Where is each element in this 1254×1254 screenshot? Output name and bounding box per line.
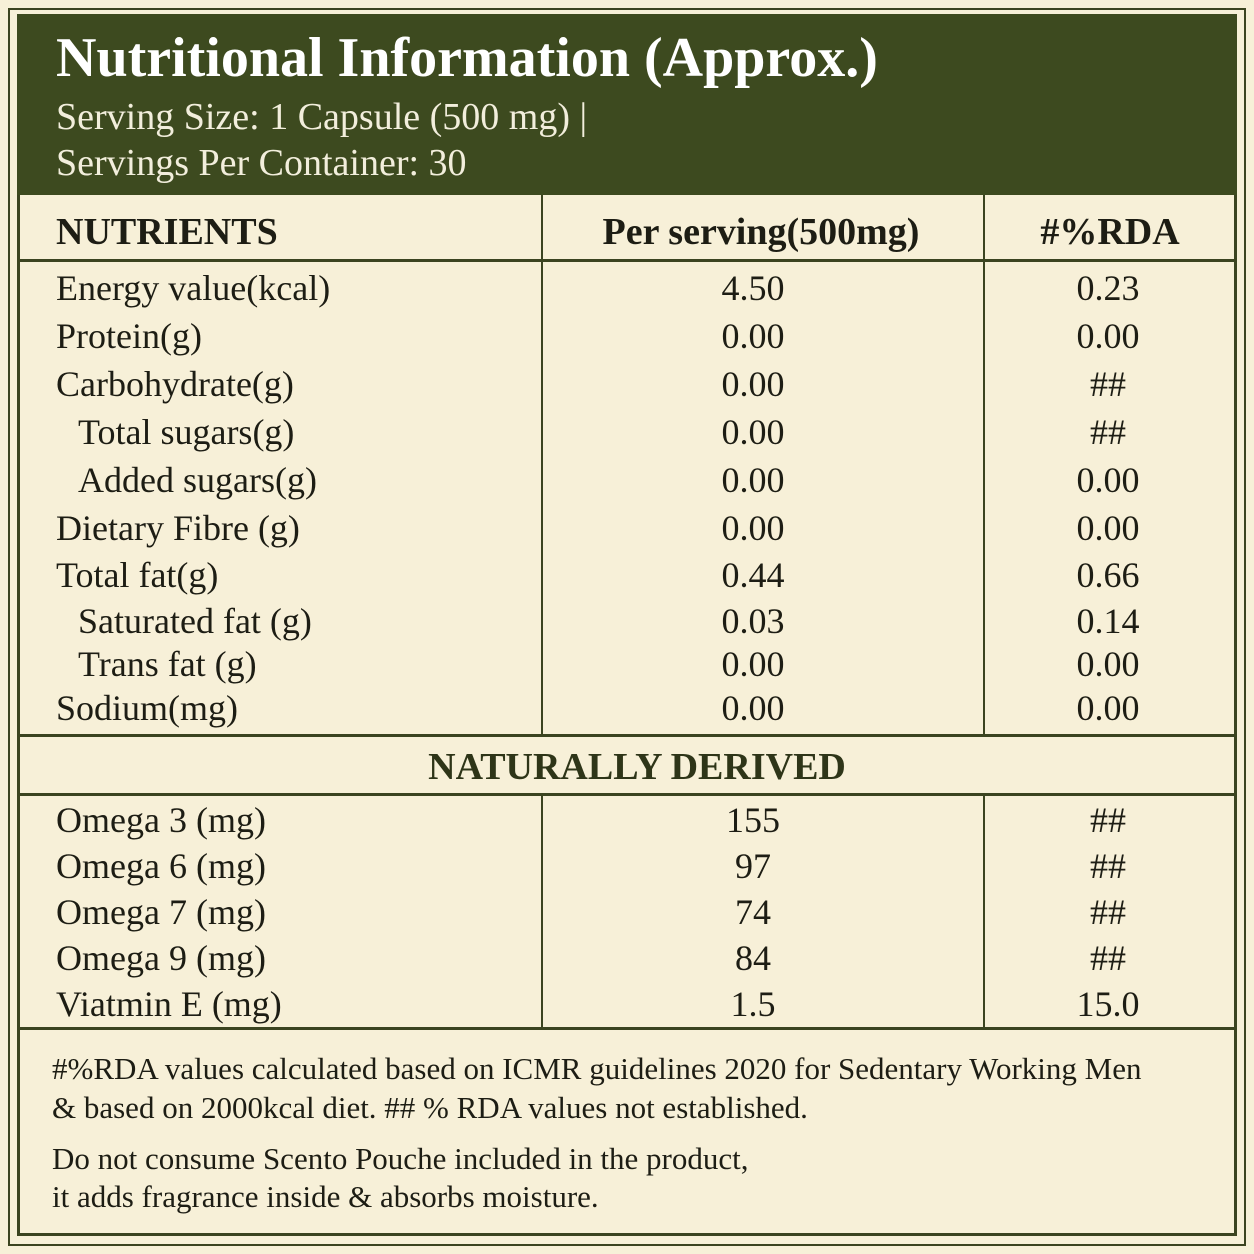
per-serving: 0.03	[721, 601, 785, 641]
rda: 0.00	[1076, 460, 1140, 500]
nutrient-name: Energy value(kcal)	[56, 268, 331, 308]
rule	[17, 1027, 1237, 1030]
nutrient-name: Omega 6 (mg)	[56, 846, 266, 886]
outer-border	[8, 8, 1246, 1246]
per-serving: 4.50	[721, 268, 785, 308]
col-divider	[983, 195, 985, 735]
rda: ##	[1090, 364, 1126, 404]
warning: Do not consume Scento Pouche included in…	[52, 1141, 749, 1176]
per-serving: 97	[735, 846, 771, 886]
rule	[17, 734, 1237, 737]
per-serving: 0.44	[721, 555, 785, 595]
servings-per-container: Servings Per Container: 30	[56, 142, 467, 184]
rda: ##	[1090, 892, 1126, 932]
nutrient-name: Total fat(g)	[56, 555, 219, 595]
per-serving: 0.00	[721, 644, 785, 684]
per-serving: 0.00	[721, 364, 785, 404]
col-divider	[983, 795, 985, 1028]
nutrient-name: Sodium(mg)	[56, 688, 239, 728]
per-serving: 0.00	[721, 316, 785, 356]
section-title: NATURALLY DERIVED	[428, 746, 846, 788]
nutrient-name: Dietary Fibre (g)	[56, 508, 300, 548]
rda: ##	[1090, 938, 1126, 978]
rda: ##	[1090, 412, 1126, 452]
nutrient-name: Carbohydrate(g)	[56, 364, 294, 404]
rda: 0.00	[1076, 508, 1140, 548]
col-divider	[541, 795, 543, 1028]
serving-size: Serving Size: 1 Capsule (500 mg) |	[56, 96, 588, 138]
nutrient-name: Omega 9 (mg)	[56, 938, 266, 978]
rda: 0.00	[1076, 316, 1140, 356]
rda: 0.66	[1076, 555, 1140, 595]
nutrient-name: Trans fat (g)	[78, 644, 257, 684]
per-serving: 0.00	[721, 412, 785, 452]
per-serving: 0.00	[721, 508, 785, 548]
footnote: #%RDA values calculated based on ICMR gu…	[52, 1051, 1142, 1086]
title: Nutritional Information (Approx.)	[56, 27, 878, 89]
per-serving: 0.00	[721, 688, 785, 728]
nutrient-name: Added sugars(g)	[78, 460, 317, 500]
nutrient-name: Total sugars(g)	[78, 412, 295, 452]
rule	[17, 259, 1237, 262]
col-divider	[541, 195, 543, 735]
column-header: NUTRIENTS	[56, 211, 278, 253]
footnote: & based on 2000kcal diet. ## % RDA value…	[52, 1090, 808, 1125]
warning: it adds fragrance inside & absorbs moist…	[52, 1179, 599, 1214]
nutrient-name: Omega 3 (mg)	[56, 800, 266, 840]
rda: 0.23	[1076, 268, 1140, 308]
per-serving: 74	[735, 892, 771, 932]
per-serving: 0.00	[721, 460, 785, 500]
rda: 15.0	[1076, 984, 1140, 1024]
rda: ##	[1090, 800, 1126, 840]
nutrient-name: Protein(g)	[56, 316, 202, 356]
per-serving: 155	[726, 800, 780, 840]
rda: 0.14	[1076, 601, 1140, 641]
header-band	[17, 14, 1237, 195]
per-serving: 1.5	[730, 984, 776, 1024]
rda: 0.00	[1076, 688, 1140, 728]
nutrient-name: Omega 7 (mg)	[56, 892, 266, 932]
rda: 0.00	[1076, 644, 1140, 684]
nutrient-name: Viatmin E (mg)	[56, 984, 282, 1024]
column-header: Per serving(500mg)	[602, 211, 920, 253]
per-serving: 84	[735, 938, 771, 978]
rda: ##	[1090, 846, 1126, 886]
rule	[17, 793, 1237, 796]
nutrient-name: Saturated fat (g)	[78, 601, 312, 641]
column-header: #%RDA	[1040, 211, 1180, 253]
